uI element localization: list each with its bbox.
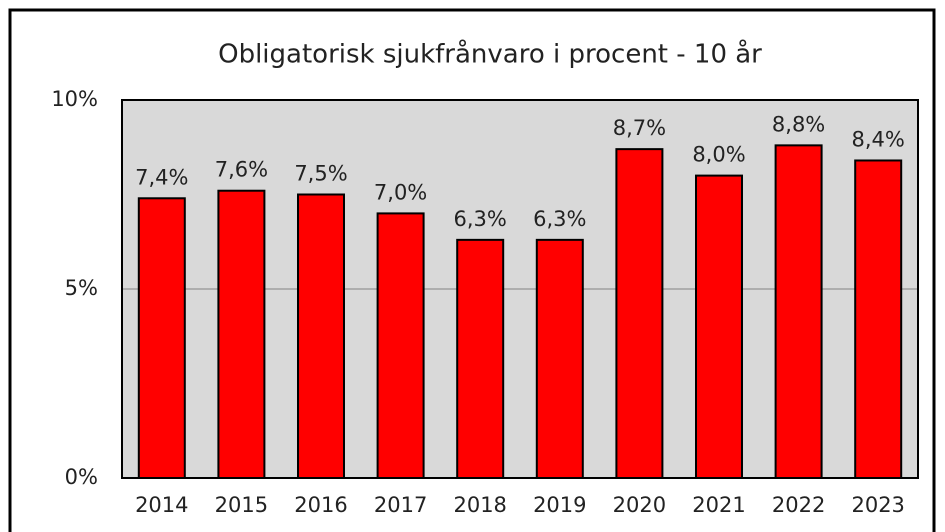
value-label: 6,3% (454, 207, 507, 231)
bar (695, 174, 743, 479)
y-tick-label: 0% (65, 465, 98, 489)
bar (854, 159, 903, 479)
chart-title: Obligatorisk sjukfrånvaro i procent - 10… (218, 39, 762, 70)
x-tick-label: 2018 (453, 493, 506, 517)
x-tick-label: 2023 (851, 493, 904, 517)
bar (615, 148, 664, 479)
bar (297, 193, 345, 479)
x-tick-label: 2021 (692, 493, 745, 517)
x-tick-label: 2015 (215, 493, 268, 517)
x-tick-label: 2017 (374, 493, 427, 517)
bar (137, 197, 186, 479)
bar (217, 189, 266, 479)
x-tick-label: 2014 (135, 493, 188, 517)
value-label: 6,3% (533, 207, 586, 231)
y-tick-label: 10% (51, 87, 98, 111)
value-label: 8,0% (692, 143, 745, 167)
value-label: 8,7% (613, 116, 666, 140)
value-label: 8,8% (772, 112, 825, 136)
x-tick-label: 2020 (613, 493, 666, 517)
value-label: 7,6% (215, 158, 268, 182)
bar (774, 144, 823, 480)
value-label: 7,4% (135, 165, 188, 189)
value-label: 7,5% (294, 162, 347, 186)
y-tick-label: 5% (65, 276, 98, 300)
bar (535, 238, 584, 479)
value-label: 8,4% (852, 127, 905, 151)
plot-border (121, 99, 919, 479)
x-tick-label: 2019 (533, 493, 586, 517)
x-tick-label: 2022 (772, 493, 825, 517)
x-tick-label: 2016 (294, 493, 347, 517)
value-label: 7,0% (374, 180, 427, 204)
bar (376, 212, 425, 479)
bar (456, 238, 505, 479)
